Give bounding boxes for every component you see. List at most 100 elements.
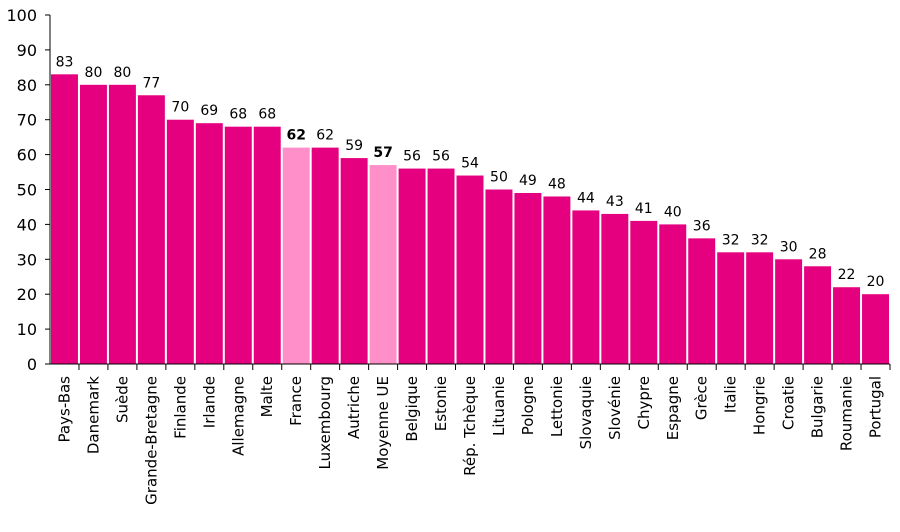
x-tick-label: Italie [722,376,740,413]
x-tick-label: Moyenne UE [374,376,392,470]
data-label: 68 [258,107,276,123]
data-label: 40 [664,204,682,220]
y-tick-label: 80 [17,76,37,95]
bar [833,287,861,364]
bar [514,192,542,364]
y-tick-label: 10 [17,320,37,339]
bar [456,175,484,364]
x-tick-label: Hongrie [751,376,769,435]
bar [572,210,600,364]
bar [427,168,455,364]
y-tick-label: 70 [17,111,37,130]
data-label: 41 [635,201,653,217]
x-tick-label: Lettonie [548,376,566,437]
bar [253,126,281,365]
bar [282,147,310,364]
bar [746,252,774,364]
bar [630,220,658,364]
x-tick-label: Luxembourg [316,376,334,470]
bar [398,168,426,364]
data-label: 57 [373,145,392,161]
bar [340,158,368,364]
x-tick-label: Croatie [780,376,798,430]
data-label: 30 [780,239,798,255]
bar [224,126,252,365]
x-tick-label: Malte [258,376,276,417]
bar [485,189,513,364]
bar [369,165,397,364]
bar [79,84,107,365]
x-tick-label: Belgique [403,376,421,442]
data-label: 54 [461,156,479,172]
x-tick-label: Portugal [867,376,885,438]
data-label: 28 [809,246,827,262]
bar [804,266,832,364]
x-tick-label: Slovaquie [577,376,595,449]
x-tick-label: Pays-Bas [55,376,73,443]
x-axis: Pays-Bas Danemark Suède Grande-Bretagne Finl… [50,363,891,505]
data-label: 48 [548,176,566,192]
bar [195,123,223,364]
data-label: 32 [751,232,769,248]
data-label: 56 [403,149,421,165]
x-tick-label: Rép. Tchèque [461,376,479,476]
y-tick-label: 0 [27,355,37,374]
data-label: 49 [519,173,537,189]
data-label: 77 [142,75,160,91]
y-axis: 0 10 20 30 40 50 60 70 80 90 100 [6,6,51,374]
bar [137,95,165,365]
x-tick-label: Grande-Bretagne [142,376,160,505]
x-tick-label: Allemagne [229,376,247,456]
data-label: 80 [113,65,131,81]
y-tick-label: 100 [6,6,37,25]
x-tick-label: Irlande [200,376,218,428]
x-tick-label: Pologne [519,376,537,435]
bar [601,213,629,364]
data-label: 68 [229,107,247,123]
x-tick-label: Chypre [635,376,653,429]
bar [108,84,136,365]
y-tick-label: 20 [17,285,37,304]
data-label: 70 [171,100,189,116]
bar [688,238,716,364]
bar [862,294,889,364]
data-label: 83 [56,54,74,70]
x-tick-label: Finlande [171,376,189,439]
bar [717,252,745,364]
data-label: 62 [286,128,305,144]
x-tick-label: France [287,376,305,426]
x-tick-label: Danemark [84,376,102,454]
data-label: 50 [490,170,508,186]
x-tick-label: Estonie [432,376,450,431]
y-tick-label: 60 [17,146,37,165]
data-label: 43 [606,194,624,210]
bar [166,119,194,364]
bar [659,224,687,364]
x-tick-label: Roumanie [838,376,856,451]
y-tick-label: 30 [17,250,37,269]
data-label: 69 [200,103,218,119]
data-label: 44 [577,190,595,206]
data-label: 22 [838,267,856,283]
x-tick-label: Autriche [345,376,363,439]
y-tick-label: 40 [17,215,37,234]
bar [775,259,803,364]
y-tick-label: 90 [17,41,37,60]
bar [311,147,339,364]
y-tick-label: 50 [17,181,37,200]
x-tick-label: Grèce [693,376,711,420]
bars [51,74,889,365]
bar [543,196,571,364]
data-label: 80 [85,65,103,81]
data-label: 59 [345,138,363,154]
data-label: 36 [693,218,711,234]
data-label: 32 [722,232,740,248]
data-label: 56 [432,149,450,165]
x-tick-label: Suède [113,376,131,423]
x-tick-label: Bulgarie [809,376,827,438]
bar [51,74,78,364]
data-labels: 83 80 80 77 70 69 68 68 62 62 59 57 56 56 54 50 49 48 44 43… [56,54,885,290]
x-tick-label: Slovénie [606,376,624,440]
data-label: 62 [316,128,334,144]
